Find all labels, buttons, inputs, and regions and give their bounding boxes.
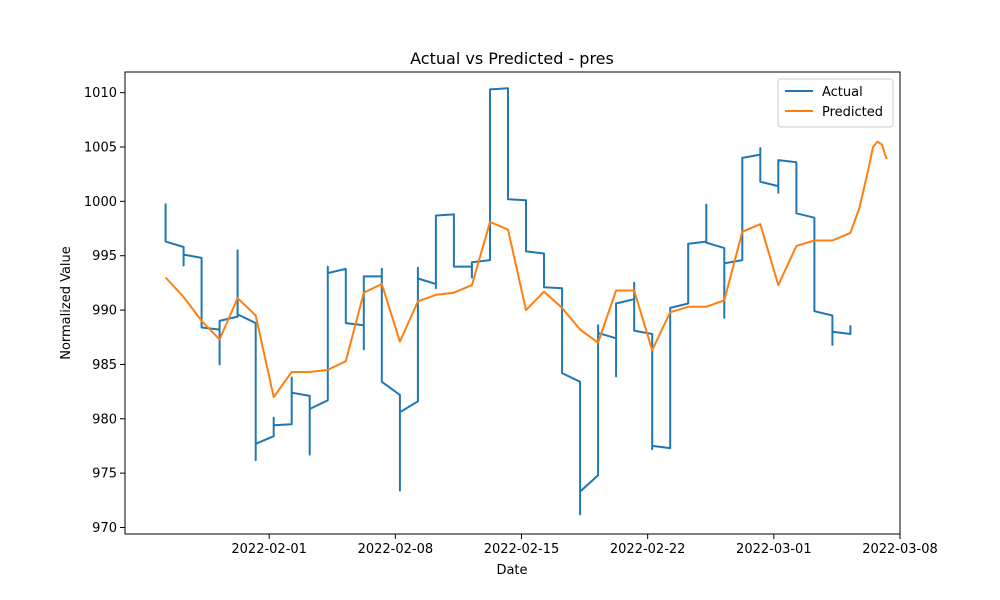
legend: Actual Predicted	[777, 78, 894, 128]
y-axis-label: Normalized Value	[59, 246, 74, 360]
y-tick-label: 1005	[84, 141, 117, 156]
series-line-actual	[164, 87, 852, 516]
y-tick-label: 980	[92, 412, 117, 427]
y-tick-label: 1010	[84, 86, 117, 101]
x-tick-label: 2022-02-15	[484, 542, 560, 557]
y-tick-label: 970	[92, 521, 117, 536]
x-axis: 2022-02-01 2022-02-08 2022-02-15 2022-02-22…	[231, 534, 938, 557]
x-axis-label: Date	[496, 563, 527, 578]
series-line-predicted	[164, 140, 888, 398]
x-tick-label: 2022-03-08	[862, 542, 938, 557]
x-tick-label: 2022-02-08	[358, 542, 434, 557]
y-axis: 970 975 980 985 990 995 1000 1005 1010	[84, 86, 125, 536]
legend-label-actual: Actual	[822, 85, 863, 100]
x-tick-label: 2022-03-01	[736, 542, 812, 557]
y-tick-label: 985	[92, 358, 117, 373]
axes-frame	[124, 71, 901, 535]
y-tick-label: 1000	[84, 195, 117, 210]
x-tick-label: 2022-02-01	[231, 542, 307, 557]
plot-area	[164, 87, 888, 516]
y-tick-label: 995	[92, 249, 117, 264]
y-tick-label: 975	[92, 467, 117, 482]
x-tick-label: 2022-02-22	[610, 542, 686, 557]
legend-label-predicted: Predicted	[822, 105, 883, 120]
chart-title: Actual vs Predicted - pres	[410, 49, 614, 68]
y-tick-label: 990	[92, 304, 117, 319]
